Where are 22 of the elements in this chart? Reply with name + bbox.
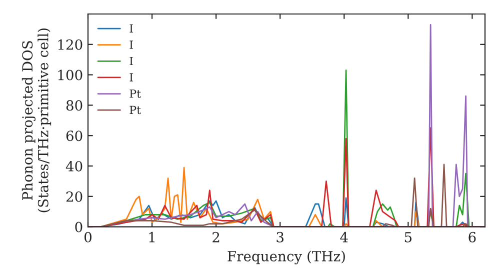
x-tick-label: 1 (149, 232, 154, 242)
x-tick-label: 4 (340, 232, 348, 242)
y-tick-label: 60 (66, 130, 82, 142)
y-tick-label: 100 (58, 70, 82, 80)
legend-label: I (130, 24, 133, 32)
x-tick-label: 2 (212, 232, 220, 242)
y-tick-label: 20 (66, 191, 82, 202)
x-tick-label: 6 (468, 232, 476, 242)
legend-label: I (130, 40, 133, 49)
x-tick-label: 5 (404, 232, 412, 242)
x-tick-label: 3 (276, 232, 284, 242)
y-tick-label: 0 (75, 222, 82, 232)
y-tick-label: 120 (58, 39, 82, 50)
x-axis-title: Frequency (THz) (228, 250, 345, 264)
y-tick-label: 80 (66, 100, 82, 111)
y-axis-title: Phonon projected DOS (States/THz·primitive cell) (22, 28, 52, 212)
legend-label: I (130, 73, 133, 82)
legend-label: Pt (130, 106, 141, 114)
y-tick-label: 40 (66, 160, 82, 172)
x-tick-label: 0 (84, 232, 92, 242)
legend-label: I (130, 56, 133, 66)
legend-label: Pt (130, 90, 141, 98)
